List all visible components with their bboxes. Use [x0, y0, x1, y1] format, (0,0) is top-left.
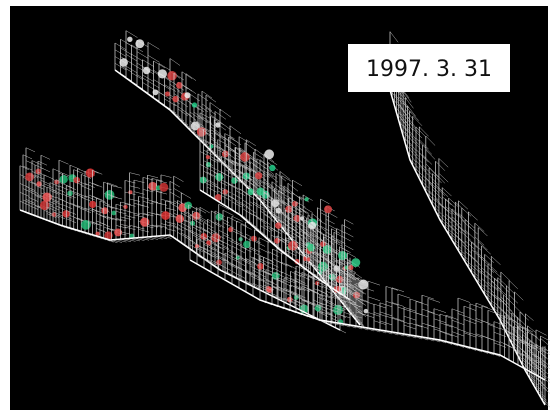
mesh-dot [167, 71, 177, 81]
mesh-dot [292, 201, 298, 207]
mesh-dot [148, 182, 157, 191]
mesh-dot [211, 233, 220, 242]
mesh-dot [272, 272, 280, 280]
mesh-dot [127, 37, 132, 42]
mesh-dot [364, 309, 368, 313]
mesh-dot [185, 202, 192, 209]
mesh-dot [119, 58, 128, 67]
mesh-dot [216, 213, 223, 220]
mesh-dot [275, 222, 282, 229]
mesh-dot [161, 211, 170, 220]
mesh-dot [128, 190, 132, 194]
mesh-dot [324, 205, 332, 213]
mesh-dot [81, 220, 91, 230]
mesh-dot [251, 236, 257, 242]
mesh-dot [257, 263, 264, 270]
mesh-dot [243, 241, 250, 248]
mesh-dot [143, 67, 150, 74]
mesh-dot [351, 258, 360, 267]
mesh-dot [140, 217, 149, 226]
mesh-dot [257, 188, 265, 196]
mesh-dot [135, 39, 144, 48]
mesh-dot [42, 193, 51, 202]
mesh-dot [176, 215, 185, 224]
mesh-dot [158, 69, 167, 78]
mesh-dot [111, 211, 116, 216]
mesh-dot [269, 165, 275, 171]
mesh-dot [215, 173, 223, 181]
mesh-dot [40, 201, 50, 211]
mesh-dot [255, 172, 262, 179]
mesh-dot [73, 177, 80, 184]
mesh-dot [231, 177, 237, 183]
mesh-dot [192, 102, 197, 107]
date-label: 1997. 3. 31 [366, 57, 492, 82]
mesh-dot [323, 245, 332, 254]
mesh-dot [153, 89, 159, 95]
mesh-dot [304, 197, 308, 201]
mesh-dot [228, 227, 233, 232]
mesh-dot [274, 238, 280, 244]
mesh-dot [59, 175, 67, 183]
mesh-dot [25, 173, 34, 182]
mesh-dot [264, 149, 274, 159]
screenshot: 1997. 3. 31 [0, 0, 550, 412]
mesh-dot [86, 168, 95, 177]
mesh-dot [209, 144, 213, 148]
mesh-dot [165, 91, 170, 96]
mesh-dot [206, 155, 210, 159]
mesh-dot [184, 92, 190, 98]
mesh-dot [123, 205, 127, 209]
mesh-dot [89, 201, 96, 208]
mesh-dot [159, 183, 168, 192]
mesh-dot [240, 152, 250, 162]
mesh-dot [348, 265, 353, 270]
